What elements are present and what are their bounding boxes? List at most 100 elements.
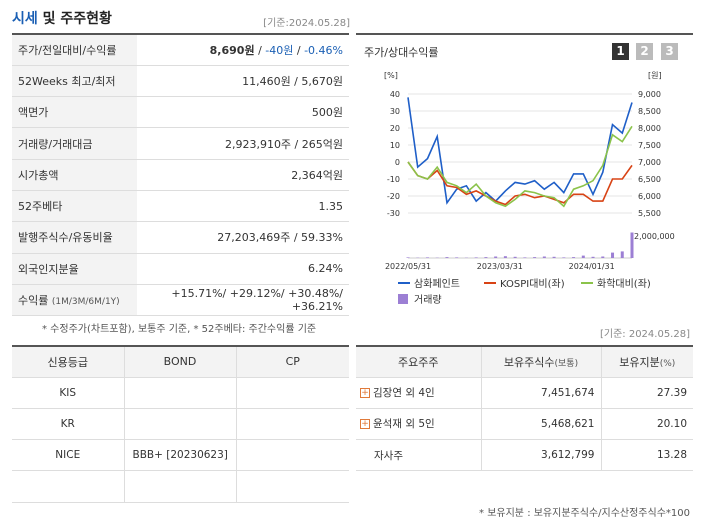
col-header: BOND bbox=[124, 346, 237, 378]
table-row: 자사주 3,612,799 13.28 bbox=[356, 439, 693, 472]
volume-bar bbox=[591, 256, 595, 258]
y-left-tick-label: 30 bbox=[390, 107, 400, 116]
volume-bar bbox=[562, 257, 566, 258]
table-row: 주가/전일대비/수익률 8,690원 / -40원 / -0.46% bbox=[12, 34, 349, 66]
y-right-tick-label: 6,000 bbox=[638, 192, 661, 201]
x-axis-labels: 2022/05/31 2023/03/31 2024/01/31 bbox=[385, 262, 615, 271]
series-line bbox=[407, 125, 633, 208]
chart-tab-2[interactable]: 2 bbox=[636, 43, 653, 60]
table-row: 발행주식수/유동비율 27,203,469주 / 59.33% bbox=[12, 221, 349, 254]
row-value: 1.35 bbox=[137, 190, 349, 223]
row-label: 52주베타 bbox=[12, 190, 137, 223]
volume-bar bbox=[523, 257, 527, 258]
row-label: 주가/전일대비/수익률 bbox=[12, 34, 137, 66]
returns-values: +15.71%/ +29.12%/ +30.48%/ +36.21% bbox=[137, 284, 349, 317]
legend-swatch-volume bbox=[398, 294, 408, 304]
volume-bar bbox=[503, 256, 507, 258]
major-shareholders-table: 주요주주 보유주식수(보통) 보유지분(%) + 김장연 외 4인 7,451,6… bbox=[356, 345, 693, 472]
y-right-tick-label: 7,500 bbox=[638, 141, 661, 150]
col-header: 주요주주 bbox=[356, 346, 482, 378]
holder-name[interactable]: 김장연 외 4인 bbox=[373, 387, 435, 400]
x-tick-label: 2023/03/31 bbox=[477, 262, 523, 271]
y-left-tick-label: 0 bbox=[395, 158, 400, 167]
table-row: 시가총액 2,364억원 bbox=[12, 159, 349, 191]
row-label: 발행주식수/유동비율 bbox=[12, 221, 137, 254]
x-tick-label: 2022/05/31 bbox=[385, 262, 431, 271]
legend-label-kospi: KOSPI대비(좌) bbox=[500, 278, 565, 290]
row-value: 6.24% bbox=[137, 253, 349, 285]
y-right-tick-label: 7,000 bbox=[638, 158, 661, 167]
y-left-tick-label: 40 bbox=[390, 90, 400, 99]
row-label: 수익률 bbox=[18, 294, 49, 308]
volume-bar bbox=[630, 232, 634, 258]
table-row: NICE BBB+ [20230623] bbox=[12, 439, 349, 472]
row-value: 27,203,469주 / 59.33% bbox=[137, 221, 349, 254]
table-row: 52주베타 1.35 bbox=[12, 190, 349, 223]
volume-bar bbox=[533, 257, 537, 258]
col-header: 보유지분(%) bbox=[601, 346, 693, 378]
table-row: 52Weeks 최고/최저 11,460원 / 5,670원 bbox=[12, 65, 349, 98]
expand-plus-icon[interactable]: + bbox=[360, 388, 370, 399]
row-label: 액면가 bbox=[12, 96, 137, 129]
chart-legend: 삼화페인트 KOSPI대비(좌) 화학대비(좌) 거래량 bbox=[398, 278, 651, 306]
volume-bar bbox=[513, 256, 517, 258]
series-line bbox=[407, 97, 633, 205]
volume-bar bbox=[425, 257, 429, 258]
table-row bbox=[12, 470, 349, 503]
y-right-tick-label: 8,500 bbox=[638, 107, 661, 116]
volume-axis-label: 2,000,000 bbox=[634, 232, 675, 241]
chart-tab-1[interactable]: 1 bbox=[612, 43, 629, 60]
price-change: -40원 bbox=[265, 43, 294, 57]
price-summary-table: 주가/전일대비/수익률 8,690원 / -40원 / -0.46% 52Wee… bbox=[12, 33, 349, 317]
table-row: 수익률 (1M/3M/6M/1Y) +15.71%/ +29.12%/ +30.… bbox=[12, 284, 349, 317]
price-change-pct: -0.46% bbox=[304, 43, 343, 57]
section-title: 시세 및 주주현황 bbox=[12, 11, 112, 27]
y-right-tick-label: 9,000 bbox=[638, 90, 661, 99]
current-price: 8,690원 bbox=[209, 43, 255, 57]
expand-plus-icon[interactable]: + bbox=[360, 419, 370, 430]
y-axis-labels: 40 9,000 30 8,500 20 8,000 10 7,500 0 7,000 -10 6,5… bbox=[387, 90, 661, 218]
row-label: 52Weeks 최고/최저 bbox=[12, 65, 137, 98]
volume-bar bbox=[484, 257, 488, 258]
volume-bar bbox=[620, 251, 624, 258]
y-left-tick-label: -30 bbox=[387, 209, 400, 218]
y-left-tick-label: 10 bbox=[390, 141, 400, 150]
table-row: + 윤석재 외 5인 5,468,621 20.10 bbox=[356, 408, 693, 441]
y-left-tick-label: 20 bbox=[390, 124, 400, 133]
volume-bar bbox=[581, 255, 585, 258]
left-axis-unit: [%] bbox=[384, 71, 398, 80]
legend-label-stock: 삼화페인트 bbox=[414, 278, 460, 290]
volume-bar bbox=[542, 256, 546, 258]
volume-bar bbox=[445, 257, 449, 258]
volume-bar bbox=[601, 256, 605, 258]
chart-tab-3[interactable]: 3 bbox=[661, 43, 678, 60]
volume-bar bbox=[572, 257, 576, 258]
row-label: 시가총액 bbox=[12, 159, 137, 191]
table-row: KR bbox=[12, 408, 349, 441]
col-header: 보유주식수(보통) bbox=[481, 346, 602, 378]
volume-bar bbox=[406, 257, 410, 258]
y-right-tick-label: 6,500 bbox=[638, 175, 661, 184]
table-header-row: 신용등급 BOND CP bbox=[12, 346, 349, 378]
table-row: + 김장연 외 4인 7,451,674 27.39 bbox=[356, 377, 693, 409]
row-value: 2,364억원 bbox=[137, 159, 349, 191]
row-label: 거래량/거래대금 bbox=[12, 127, 137, 160]
x-tick-label: 2024/01/31 bbox=[569, 262, 615, 271]
volume-bar bbox=[611, 252, 615, 258]
chart-panel bbox=[356, 33, 693, 316]
legend-label-volume: 거래량 bbox=[414, 294, 442, 306]
holder-name[interactable]: 윤석재 외 5인 bbox=[373, 418, 435, 431]
chart-title: 주가/상대수익률 bbox=[364, 46, 439, 59]
right-axis-unit: [원] bbox=[648, 71, 662, 80]
volume-bar bbox=[474, 257, 478, 258]
summary-footnote: * 수정주가(차트포함), 보통주 기준, * 52주베타: 주간수익률 기준 bbox=[42, 324, 317, 335]
series-lines bbox=[407, 97, 633, 208]
table-header-row: 주요주주 보유주식수(보통) 보유지분(%) bbox=[356, 346, 693, 378]
table-row: 액면가 500원 bbox=[12, 96, 349, 129]
holders-footnote: * 보유지분 : 보유지분주식수/지수산정주식수*100 bbox=[479, 508, 690, 519]
holder-name: 자사주 bbox=[356, 439, 482, 472]
y-right-tick-label: 5,500 bbox=[638, 209, 661, 218]
volume-bars bbox=[406, 232, 634, 258]
row-value: 2,923,910주 / 265억원 bbox=[137, 127, 349, 160]
holders-as-of: [기준: 2024.05.28] bbox=[599, 329, 690, 340]
